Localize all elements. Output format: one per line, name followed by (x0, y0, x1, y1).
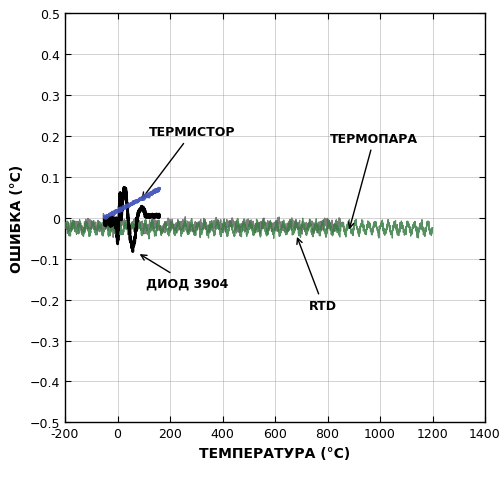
Text: ТЕРМОПАРА: ТЕРМОПАРА (330, 132, 418, 228)
Text: ДИОД 3904: ДИОД 3904 (141, 255, 229, 290)
Y-axis label: ОШИБКА (°C): ОШИБКА (°C) (10, 164, 24, 273)
Text: ТЕРМИСТОР: ТЕРМИСТОР (142, 126, 236, 199)
Text: RTD: RTD (297, 239, 337, 312)
X-axis label: ТЕМПЕРАТУРА (°C): ТЕМПЕРАТУРА (°C) (200, 446, 350, 460)
